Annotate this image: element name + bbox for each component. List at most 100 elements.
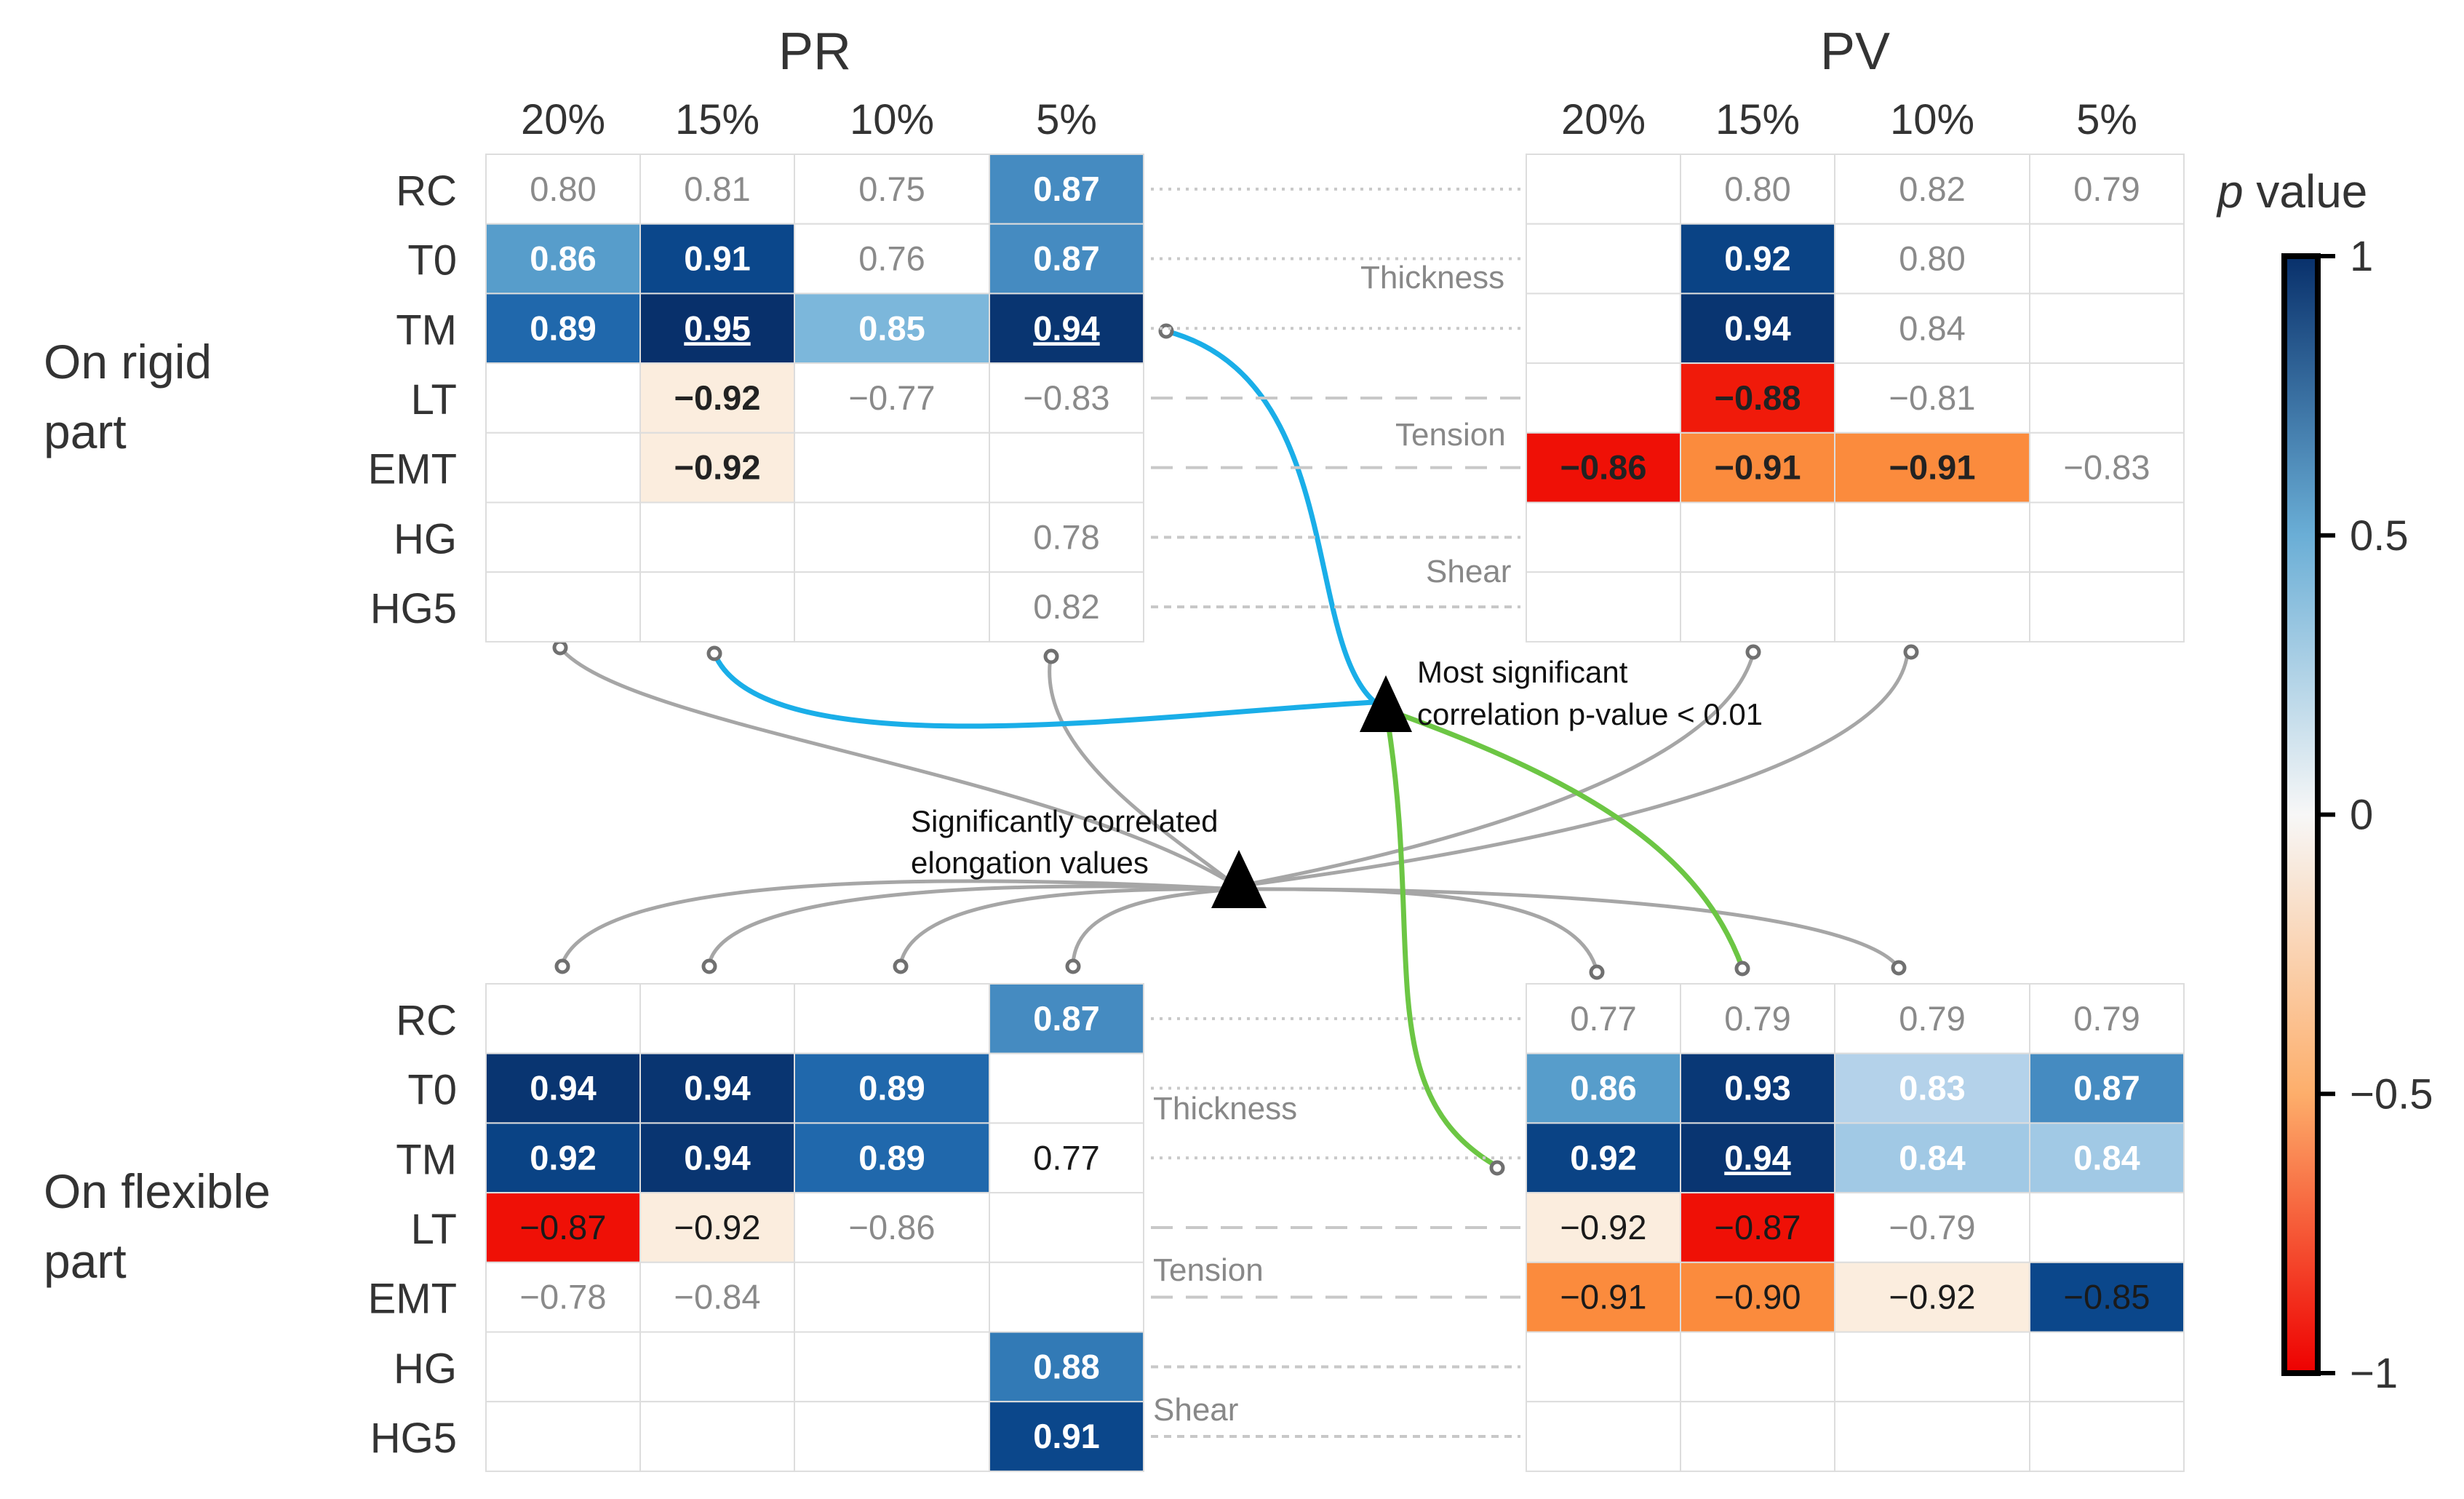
heatmap-cell: [485, 293, 641, 365]
most-significant-label-line1: Most significant: [1417, 655, 1628, 689]
row-label: RC: [396, 167, 457, 215]
column-header: 15%: [675, 96, 759, 143]
cell-value: 0.84: [2073, 1138, 2140, 1177]
group-label-shear: Shear: [1153, 1392, 1238, 1428]
heatmap-cell: [485, 432, 641, 504]
significant-triangle-icon: [1211, 850, 1267, 908]
heatmap-cell: [1680, 1052, 1835, 1124]
heatmap-cell: [1834, 154, 2030, 225]
heatmap-cell: [989, 1122, 1144, 1194]
heatmap-cell: [1834, 501, 2030, 573]
column-header: 10%: [1890, 96, 1974, 143]
link-end-dot: [554, 958, 570, 974]
heatmap-cell: [2029, 293, 2185, 365]
heatmap-cell: [989, 1261, 1144, 1333]
cell-value: −0.91: [1889, 448, 1976, 487]
row-label: LT: [411, 1206, 457, 1253]
colorbar-gradient: [2281, 253, 2321, 1376]
grey-link: [559, 646, 1238, 888]
section-title-flex-line1: On flexible: [44, 1164, 271, 1218]
heatmap-cell: [794, 293, 990, 365]
heatmap-cell: [989, 1192, 1144, 1263]
link-end-dot: [1734, 961, 1750, 977]
link-end-dot: [1745, 644, 1761, 660]
heatmap-cell: [1526, 1052, 1681, 1124]
cell-value: 0.77: [1570, 999, 1636, 1038]
heatmap-cell: [639, 1401, 795, 1472]
cell-value: −0.86: [849, 1208, 936, 1246]
cell-value: 0.80: [1899, 239, 1965, 278]
cell-value: 0.94: [684, 1138, 750, 1177]
column-header: 15%: [1715, 96, 1800, 143]
heatmap-cell: [2029, 432, 2185, 504]
cell-value: −0.81: [1889, 378, 1976, 417]
heatmap-cell: [2029, 571, 2185, 643]
heatmap-cell: [1526, 293, 1681, 365]
cell-value: 0.89: [858, 1138, 925, 1177]
heatmap-cell: [1680, 1122, 1835, 1194]
panel-title: PV: [1820, 23, 1890, 81]
cell-value: 0.89: [858, 1069, 925, 1108]
colorbar-tick-label: 0: [2350, 792, 2373, 839]
cell-value: −0.84: [674, 1278, 761, 1316]
heatmap-cell: [794, 432, 990, 504]
grey-link: [1048, 653, 1238, 888]
heatmap-cell: [1834, 1401, 2030, 1472]
cell-value: 0.91: [684, 239, 750, 278]
cell-value: 0.94: [1033, 309, 1099, 347]
row-label: TM: [396, 306, 457, 354]
heatmap-cell: [1834, 1192, 2030, 1263]
cell-value: −0.92: [674, 448, 761, 487]
heatmap-cell: [1834, 223, 2030, 295]
heatmap-cell: [485, 571, 641, 643]
cell-value: 0.92: [530, 1138, 596, 1177]
cell-value: 0.88: [1033, 1347, 1099, 1385]
cell-value: 0.81: [684, 170, 750, 208]
column-header: 20%: [1561, 96, 1646, 143]
heatmap-cell: [989, 1052, 1144, 1124]
colorbar-tick-label: −1: [2350, 1350, 2398, 1397]
cell-value: 0.87: [2073, 1069, 2140, 1108]
connector-lines: [552, 323, 1919, 1176]
heatmap-cell: [794, 571, 990, 643]
heatmap-cell: [1526, 1331, 1681, 1403]
row-label: T0: [407, 1067, 457, 1114]
heatmap-cell: [639, 571, 795, 643]
heatmap-cell: [1526, 571, 1681, 643]
heatmap-cell: [989, 362, 1144, 434]
cell-value: 0.86: [530, 239, 596, 278]
heatmap-cell: [639, 432, 795, 504]
cell-value: 0.82: [1033, 587, 1099, 626]
row-guide-lines: [1151, 187, 1520, 1439]
heatmap-cell: [485, 1192, 641, 1263]
column-header: 5%: [1036, 96, 1097, 143]
panel-flex-pv: 0.77 0.79 0.79 0.79 0.86 0.93 0.83 0.87 0.92 0.94…: [1526, 983, 2185, 1472]
heatmap-cell: [989, 293, 1144, 365]
blue-link: [711, 652, 1376, 729]
heatmap-cell: [1526, 1192, 1681, 1263]
cell-value: −0.91: [1715, 448, 1801, 487]
cell-value: −0.86: [1560, 448, 1647, 487]
heatmap-cell: [639, 1331, 795, 1403]
green-link: [1383, 709, 1499, 1169]
heatmap-cell: [989, 223, 1144, 295]
cell-value: 0.89: [530, 309, 596, 347]
cell-value: 0.79: [2073, 999, 2140, 1038]
cell-value: 0.92: [1724, 239, 1790, 278]
cell-value: 0.87: [1033, 239, 1099, 278]
column-header: 5%: [2076, 96, 2137, 143]
link-end-dot: [1043, 648, 1059, 664]
cell-value: −0.83: [2064, 448, 2150, 487]
heatmap-cell: [794, 154, 990, 225]
cell-value: 0.80: [1724, 170, 1790, 208]
heatmap-cell: [1526, 362, 1681, 434]
grey-link: [1236, 887, 1901, 969]
heatmap-cell: [989, 1331, 1144, 1403]
cell-value: 0.94: [684, 1069, 750, 1108]
heatmap-cell: [485, 1401, 641, 1472]
cell-value: 0.79: [1724, 999, 1790, 1038]
grey-link: [707, 884, 1237, 964]
row-label: EMT: [368, 1276, 457, 1323]
cell-value: 0.86: [1570, 1069, 1636, 1108]
colorbar: p value 1 0.5 0 −0.5 −1: [2216, 165, 2433, 1397]
